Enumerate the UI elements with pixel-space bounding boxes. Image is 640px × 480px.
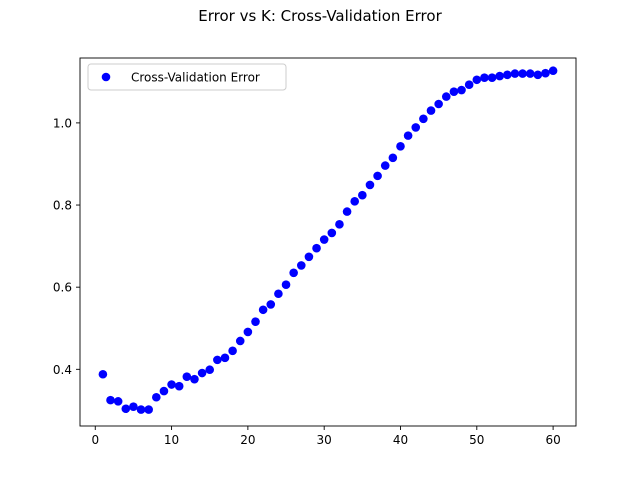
data-point [152, 392, 161, 402]
data-point [495, 71, 504, 81]
data-point [228, 346, 237, 356]
data-point [365, 180, 375, 190]
data-point [487, 73, 497, 83]
x-tick-label: 50 [469, 433, 484, 447]
data-point [449, 87, 459, 96]
data-point [518, 69, 527, 78]
data-point [388, 153, 398, 163]
data-point [510, 69, 520, 78]
data-point [472, 75, 482, 85]
legend-label: Cross-Validation Error [131, 71, 260, 85]
data-point [289, 268, 298, 278]
data-point [197, 368, 207, 378]
plot-frame [79, 57, 577, 427]
data-point [136, 405, 146, 414]
data-point [182, 372, 192, 382]
data-point [258, 305, 268, 315]
x-tick-label: 60 [545, 433, 560, 447]
data-point [464, 80, 474, 89]
x-tick-label: 40 [393, 433, 408, 447]
data-point [419, 114, 428, 124]
data-point [243, 327, 253, 337]
data-point [121, 404, 131, 414]
data-point [235, 336, 245, 346]
x-tick-label: 20 [240, 433, 255, 447]
data-point [480, 73, 489, 83]
data-point [98, 369, 108, 379]
data-point [457, 85, 466, 95]
legend-box [87, 63, 287, 91]
x-tick-label: 10 [164, 433, 179, 447]
x-tick-label: 0 [91, 433, 99, 447]
chart-title: Error vs K: Cross-Validation Error [198, 7, 442, 25]
data-point [213, 355, 222, 365]
data-point [403, 131, 413, 140]
data-point [296, 261, 306, 270]
data-point [548, 66, 558, 76]
data-point [319, 235, 329, 244]
data-point [358, 190, 367, 200]
data-point [190, 374, 199, 384]
data-point [113, 397, 123, 406]
data-points [98, 66, 558, 414]
data-point [312, 243, 321, 253]
data-point [304, 252, 314, 262]
x-axis: 0 10 20 30 40 50 60 [91, 426, 561, 447]
y-tick-label: 0.6 [53, 281, 72, 295]
data-point [380, 161, 390, 170]
legend: Cross-Validation Error [87, 63, 287, 91]
data-point [426, 106, 436, 115]
data-point [274, 289, 283, 299]
data-point [335, 220, 344, 229]
data-point [281, 280, 291, 290]
y-tick-label: 0.4 [53, 363, 72, 377]
legend-marker [101, 72, 111, 82]
data-point [503, 70, 512, 80]
data-point [266, 300, 276, 309]
data-point [220, 353, 230, 363]
plot-area [79, 57, 577, 427]
data-point [411, 123, 421, 132]
y-tick-label: 1.0 [53, 116, 72, 130]
data-point [144, 405, 153, 414]
data-point [533, 70, 543, 80]
data-point [251, 317, 260, 326]
x-tick-label: 30 [317, 433, 332, 447]
data-point [342, 207, 352, 216]
data-point [541, 68, 550, 78]
data-point [159, 386, 169, 396]
data-point [350, 197, 360, 206]
data-point [129, 402, 138, 411]
data-point [327, 228, 337, 238]
data-point [174, 381, 184, 391]
data-point [373, 171, 382, 181]
data-point [441, 92, 451, 101]
data-point [396, 142, 405, 151]
data-point [106, 395, 115, 405]
data-point [525, 69, 535, 78]
y-axis: 0.4 0.6 0.8 1.0 [53, 116, 80, 377]
data-point [167, 380, 176, 389]
data-point [434, 99, 443, 109]
data-point [205, 365, 215, 375]
y-tick-label: 0.8 [53, 199, 72, 213]
